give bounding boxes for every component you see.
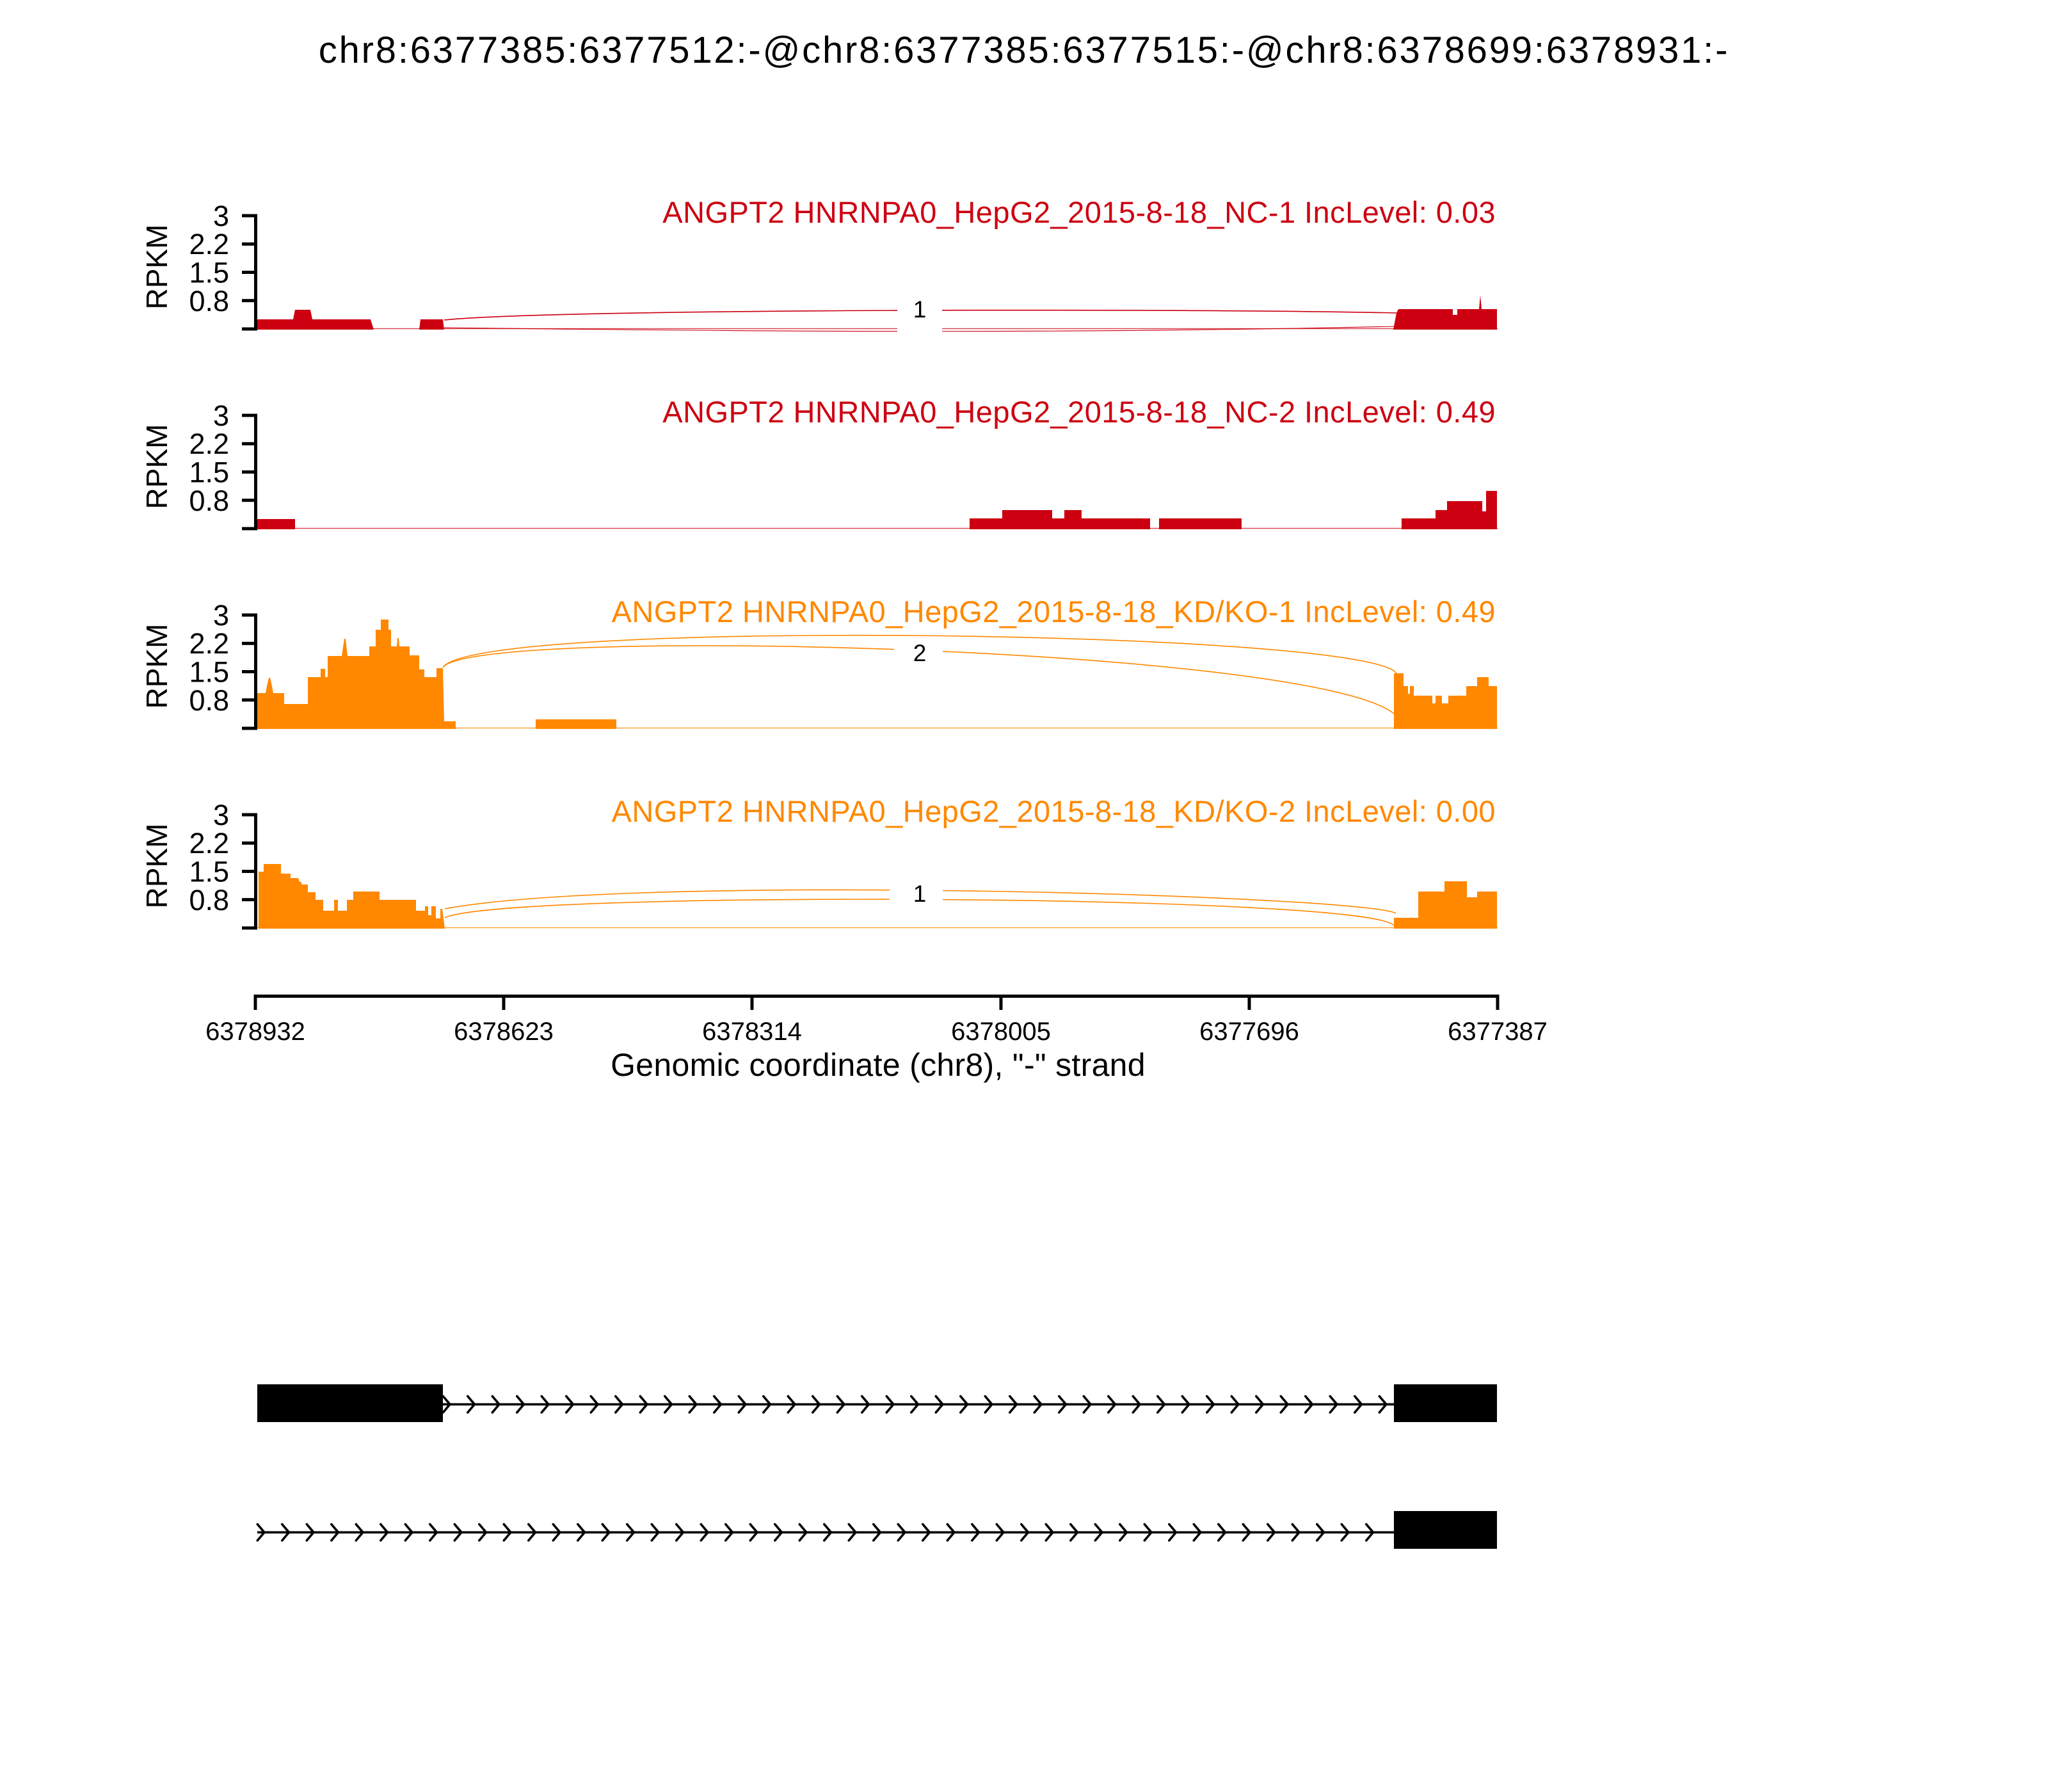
svg-text:2: 2 xyxy=(913,640,927,666)
svg-text:Genomic coordinate (chr8), "-": Genomic coordinate (chr8), "-" strand xyxy=(611,1047,1146,1083)
svg-text:1: 1 xyxy=(913,881,927,907)
svg-text:1.5: 1.5 xyxy=(189,456,229,489)
svg-text:ANGPT2 HNRNPA0_HepG2_2015-8-18: ANGPT2 HNRNPA0_HepG2_2015-8-18_NC-1 IncL… xyxy=(662,195,1496,229)
svg-text:ANGPT2 HNRNPA0_HepG2_2015-8-18: ANGPT2 HNRNPA0_HepG2_2015-8-18_KD/KO-2 I… xyxy=(612,794,1496,828)
svg-text:0.8: 0.8 xyxy=(189,684,229,717)
svg-text:2.2: 2.2 xyxy=(189,627,229,660)
svg-text:3: 3 xyxy=(213,399,229,432)
svg-text:0.8: 0.8 xyxy=(189,285,229,317)
svg-text:6378932: 6378932 xyxy=(205,1018,305,1046)
svg-text:RPKM: RPKM xyxy=(140,624,173,709)
svg-text:chr8:6377385:6377512:-@chr8:63: chr8:6377385:6377512:-@chr8:6377385:6377… xyxy=(319,29,1729,71)
svg-text:1.5: 1.5 xyxy=(189,656,229,689)
svg-text:2.2: 2.2 xyxy=(189,428,229,460)
svg-text:6377696: 6377696 xyxy=(1199,1018,1299,1046)
svg-text:3: 3 xyxy=(213,200,229,232)
svg-text:6378005: 6378005 xyxy=(951,1018,1051,1046)
svg-text:0.8: 0.8 xyxy=(189,484,229,517)
svg-text:6378623: 6378623 xyxy=(454,1018,554,1046)
svg-text:3: 3 xyxy=(213,599,229,632)
svg-text:6377387: 6377387 xyxy=(1448,1018,1548,1046)
svg-text:ANGPT2 HNRNPA0_HepG2_2015-8-18: ANGPT2 HNRNPA0_HepG2_2015-8-18_NC-2 IncL… xyxy=(662,395,1496,429)
svg-text:RPKM: RPKM xyxy=(140,424,173,509)
svg-text:1.5: 1.5 xyxy=(189,856,229,888)
svg-text:1.5: 1.5 xyxy=(189,257,229,289)
svg-text:RPKM: RPKM xyxy=(140,824,173,909)
svg-text:3: 3 xyxy=(213,799,229,831)
svg-text:2.2: 2.2 xyxy=(189,827,229,860)
svg-text:2.2: 2.2 xyxy=(189,228,229,260)
svg-text:0.8: 0.8 xyxy=(189,884,229,916)
svg-text:1: 1 xyxy=(913,296,927,323)
svg-text:6378314: 6378314 xyxy=(702,1018,802,1046)
svg-text:ANGPT2 HNRNPA0_HepG2_2015-8-18: ANGPT2 HNRNPA0_HepG2_2015-8-18_KD/KO-1 I… xyxy=(612,595,1496,628)
svg-text:RPKM: RPKM xyxy=(140,225,173,310)
